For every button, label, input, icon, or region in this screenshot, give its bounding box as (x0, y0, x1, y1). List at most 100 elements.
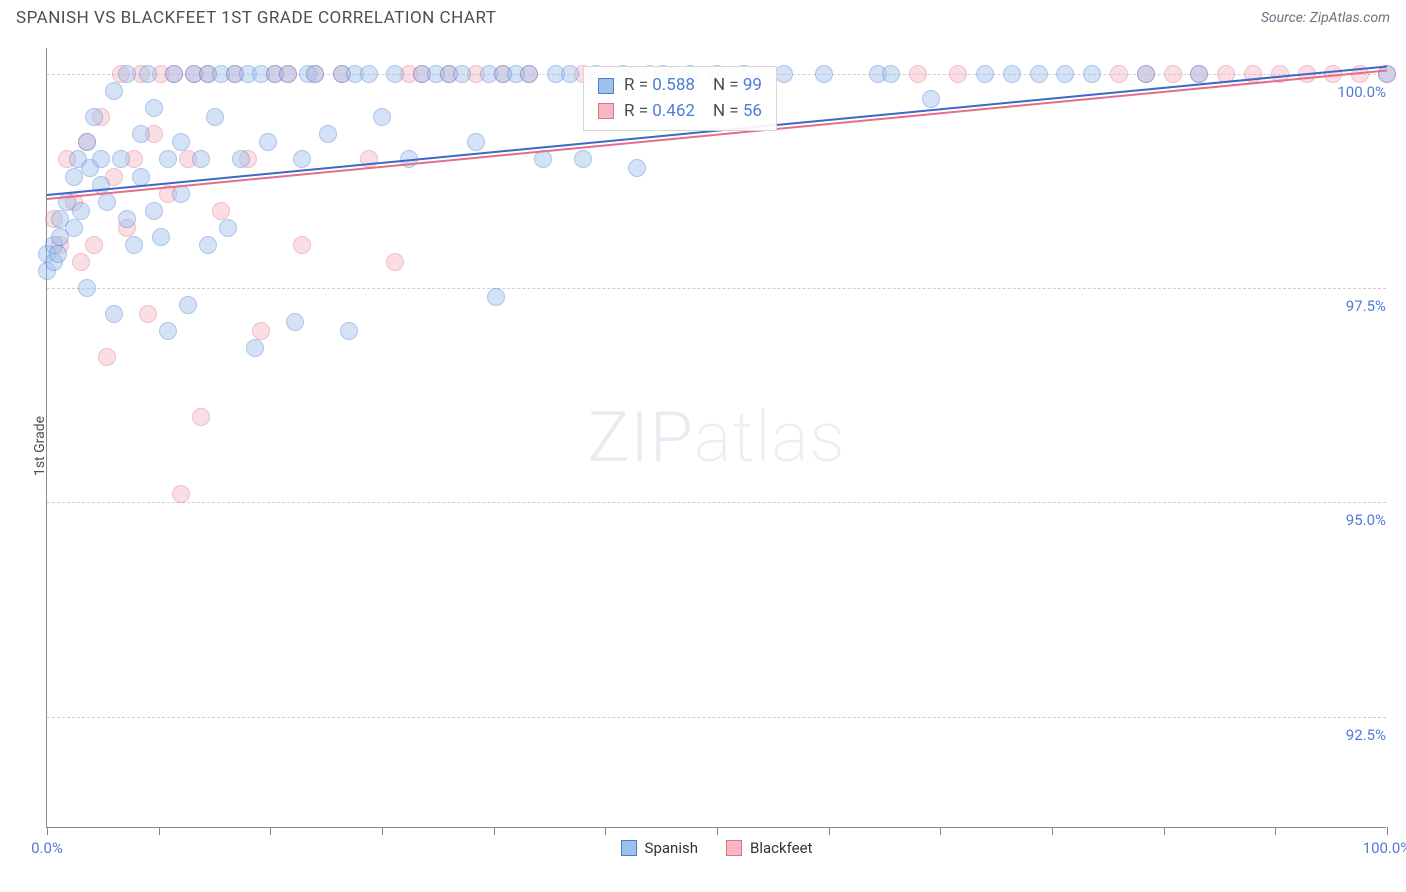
scatter-point (72, 253, 90, 271)
x-tick-label: 0.0% (31, 839, 63, 857)
stats-row: R = 0.588 N = 99 (598, 73, 762, 99)
scatter-point (199, 236, 217, 254)
y-tick-label: 100.0% (1335, 83, 1388, 101)
legend-label: Blackfeet (750, 839, 812, 857)
scatter-point (125, 236, 143, 254)
scatter-point (139, 305, 157, 323)
series-swatch (598, 78, 614, 94)
scatter-point (145, 202, 163, 220)
scatter-point (105, 82, 123, 100)
scatter-point (219, 219, 237, 237)
x-tick (605, 827, 606, 835)
scatter-point (105, 305, 123, 323)
scatter-point (145, 99, 163, 117)
scatter-point (453, 65, 471, 83)
scatter-point (98, 348, 116, 366)
scatter-point (319, 125, 337, 143)
scatter-point (1137, 65, 1155, 83)
scatter-point (98, 193, 116, 211)
series-swatch (598, 103, 614, 119)
scatter-point (85, 108, 103, 126)
x-tick (1052, 827, 1053, 835)
stat-n-label: N = 99 (713, 73, 762, 99)
scatter-point (1003, 65, 1021, 83)
source-credit: Source: ZipAtlas.com (1261, 10, 1390, 26)
x-tick (1387, 827, 1388, 835)
legend-label: Spanish (645, 839, 698, 857)
scatter-point (574, 150, 592, 168)
scatter-point (949, 65, 967, 83)
legend-item: Blackfeet (726, 839, 812, 857)
scatter-point (78, 279, 96, 297)
gridline (47, 288, 1386, 289)
scatter-point (172, 133, 190, 151)
x-tick (940, 827, 941, 835)
scatter-point (1083, 65, 1101, 83)
scatter-point (467, 133, 485, 151)
scatter-point (112, 150, 130, 168)
scatter-point (561, 65, 579, 83)
x-tick (270, 827, 271, 835)
legend-swatch (621, 840, 637, 856)
scatter-point (882, 65, 900, 83)
scatter-point (92, 150, 110, 168)
scatter-point (232, 150, 250, 168)
scatter-point (206, 108, 224, 126)
scatter-point (118, 65, 136, 83)
scatter-point (922, 90, 940, 108)
scatter-point (909, 65, 927, 83)
scatter-point (340, 322, 358, 340)
x-tick (382, 827, 383, 835)
scatter-point (132, 125, 150, 143)
scatter-point (1164, 65, 1182, 83)
scatter-point (78, 133, 96, 151)
scatter-point (360, 65, 378, 83)
stat-r-label: R = 0.462 (624, 99, 695, 125)
x-tick (494, 827, 495, 835)
scatter-point (118, 210, 136, 228)
scatter-point (520, 65, 538, 83)
scatter-point (192, 408, 210, 426)
scatter-point (1190, 65, 1208, 83)
legend-item: Spanish (621, 839, 698, 857)
scatter-point (1110, 65, 1128, 83)
legend-swatch (726, 840, 742, 856)
scatter-point (293, 150, 311, 168)
scatter-point (212, 202, 230, 220)
scatter-point (775, 65, 793, 83)
scatter-point (286, 313, 304, 331)
scatter-point (279, 65, 297, 83)
scatter-point (373, 108, 391, 126)
x-tick (717, 827, 718, 835)
x-tick (829, 827, 830, 835)
gridline (47, 502, 1386, 503)
x-tick (1275, 827, 1276, 835)
gridline (47, 717, 1386, 718)
scatter-point (1056, 65, 1074, 83)
scatter-point (628, 159, 646, 177)
scatter-point (49, 245, 67, 263)
scatter-point (172, 485, 190, 503)
legend: Spanish Blackfeet (621, 839, 813, 857)
stats-row: R = 0.462N = 56 (598, 99, 762, 125)
scatter-point (139, 65, 157, 83)
scatter-point (246, 339, 264, 357)
scatter-point (159, 150, 177, 168)
scatter-point (386, 65, 404, 83)
scatter-point (976, 65, 994, 83)
scatter-point (487, 288, 505, 306)
x-tick (159, 827, 160, 835)
y-tick-label: 95.0% (1344, 511, 1388, 529)
scatter-plot-area: ZIPatlas 92.5%95.0%97.5%100.0%0.0%100.0%… (46, 48, 1386, 828)
watermark: ZIPatlas (587, 397, 845, 479)
scatter-point (152, 228, 170, 246)
scatter-point (534, 150, 552, 168)
stat-r-label: R = 0.588 (624, 73, 695, 99)
x-tick (47, 827, 48, 835)
y-tick-label: 97.5% (1344, 297, 1388, 315)
scatter-point (252, 322, 270, 340)
scatter-point (293, 236, 311, 254)
scatter-point (159, 322, 177, 340)
scatter-point (306, 65, 324, 83)
scatter-point (815, 65, 833, 83)
